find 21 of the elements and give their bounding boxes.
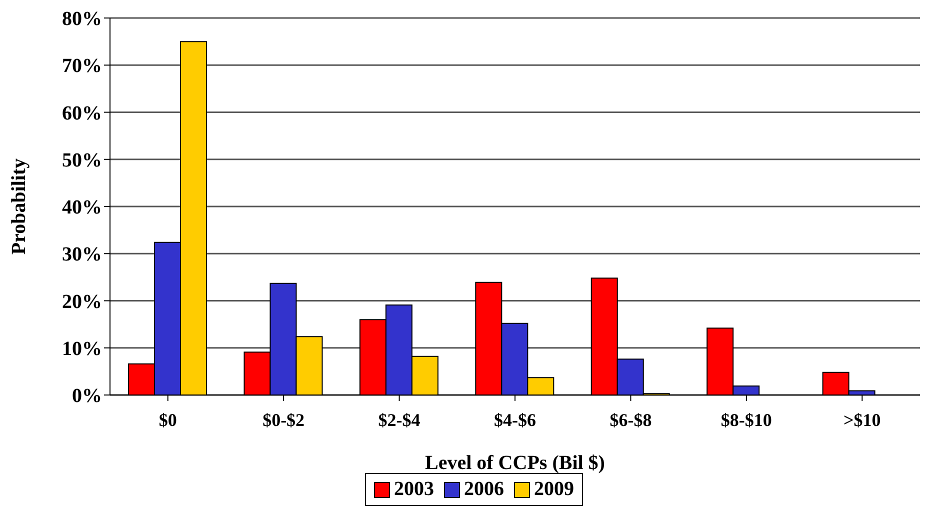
y-tick-label: 80% [62, 8, 102, 30]
legend-label: 2003 [393, 478, 434, 501]
x-axis-title: Level of CCPs (Bil $) [425, 452, 605, 474]
y-tick-label: 20% [62, 290, 102, 313]
y-tick-label: 60% [62, 102, 102, 124]
x-tick-label: >$10 [844, 410, 881, 430]
y-axis-title: Probability [8, 158, 30, 255]
y-tick-label: 50% [62, 149, 102, 172]
x-tick-label: $0 [158, 410, 177, 430]
y-tick-label: 30% [62, 244, 102, 266]
y-tick-label: 10% [62, 338, 102, 360]
x-tick-label: $0-$2 [262, 410, 305, 430]
legend-label: 2006 [463, 478, 504, 501]
x-tick-label: $2-$4 [378, 410, 420, 430]
legend-label: 2009 [533, 478, 574, 501]
y-tick-label: 0% [72, 385, 102, 408]
x-tick-label: $6-$8 [610, 410, 652, 430]
y-tick-label: 40% [62, 196, 102, 219]
y-tick-label: 70% [62, 55, 102, 78]
x-tick-label: $4-$6 [494, 410, 536, 430]
x-tick-label: $8-$10 [720, 410, 772, 430]
